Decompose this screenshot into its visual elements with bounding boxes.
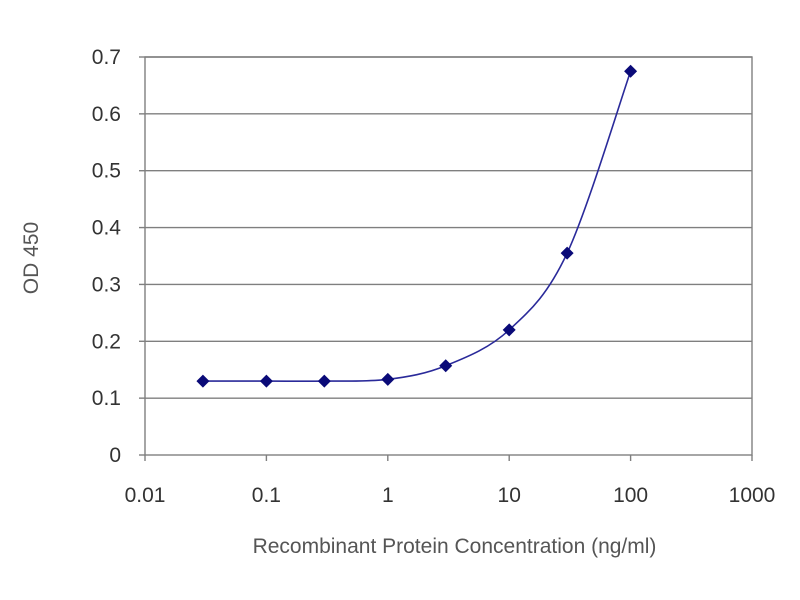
x-tick-label: 100 — [613, 484, 648, 507]
x-tick-label: 1000 — [729, 484, 776, 507]
y-axis-ticks: 0 0.1 0.2 0.3 0.4 0.5 0.6 0.7 — [92, 46, 145, 467]
data-point — [381, 372, 395, 386]
y-tick-label: 0.4 — [92, 217, 122, 240]
x-tick-label: 0.01 — [125, 484, 166, 507]
y-axis-title: OD 450 — [20, 222, 43, 294]
x-tick-label: 1 — [382, 484, 394, 507]
y-tick-label: 0.2 — [92, 330, 121, 353]
data-points — [196, 64, 638, 388]
data-point — [439, 359, 453, 373]
data-point — [624, 64, 638, 78]
x-axis-title: Recombinant Protein Concentration (ng/ml… — [253, 535, 657, 558]
data-point — [502, 323, 516, 337]
x-tick-label: 10 — [498, 484, 521, 507]
x-axis-ticks: 0.01 0.1 1 10 100 1000 — [125, 455, 776, 507]
y-tick-label: 0.6 — [92, 103, 121, 126]
data-point — [259, 374, 273, 388]
y-tick-label: 0.7 — [92, 46, 121, 69]
x-tick-label: 0.1 — [252, 484, 281, 507]
y-tick-label: 0 — [109, 444, 121, 467]
plot-frame — [144, 56, 753, 456]
y-tick-label: 0.5 — [92, 160, 121, 183]
y-tick-label: 0.1 — [92, 387, 121, 410]
data-point — [560, 246, 574, 260]
data-point — [317, 374, 331, 388]
data-point — [196, 374, 210, 388]
y-tick-label: 0.3 — [92, 273, 121, 296]
